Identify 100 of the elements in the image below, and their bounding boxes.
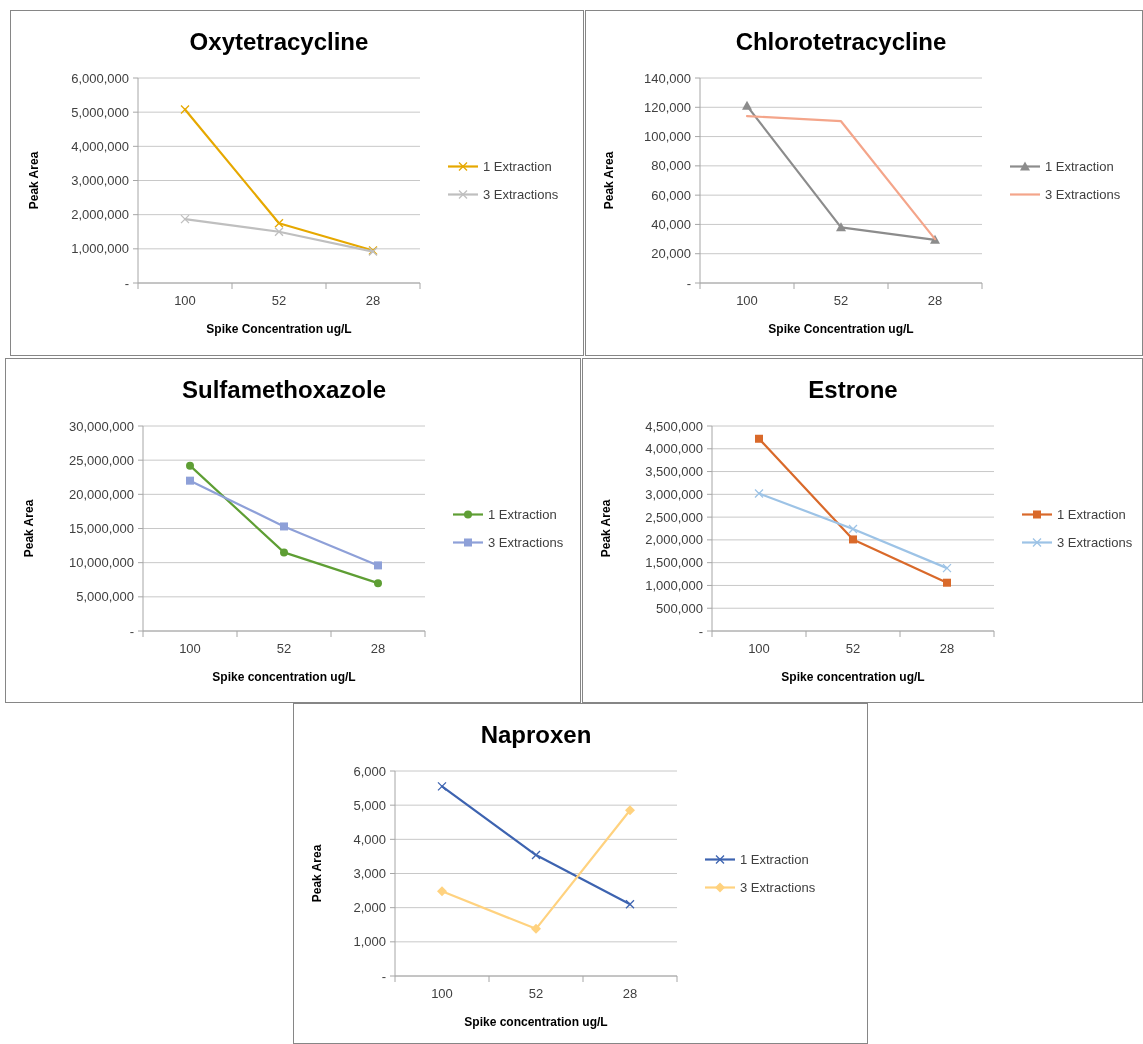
y-tick-label: 2,000 (353, 900, 386, 916)
point (186, 461, 194, 470)
y-tick-label: 25,000,000 (68, 452, 134, 468)
y-tick-label: 3,000 (353, 866, 386, 882)
point (437, 886, 447, 897)
y-tick-label: 6,000,000 (71, 70, 129, 86)
y-tick-label: - (129, 623, 134, 639)
y-tick-label: 4,500,000 (645, 418, 703, 434)
y-tick-label: 10,000,000 (68, 555, 134, 571)
x-tick-label: 28 (939, 641, 955, 656)
legend-label: 1 Extraction (483, 159, 552, 175)
point (742, 100, 752, 110)
point (849, 535, 857, 544)
point (374, 561, 382, 570)
y-tick-label: 1,500,000 (645, 555, 703, 571)
x-axis-title: Spike Concentration ug/L (206, 322, 352, 336)
y-axis-title: Peak Area (602, 151, 616, 210)
y-tick-label: 4,000,000 (645, 441, 703, 457)
y-tick-label: 3,500,000 (645, 464, 703, 480)
y-tick-label: - (698, 623, 703, 639)
legend-label: 3 Extractions (1045, 187, 1121, 203)
y-tick-label: 40,000 (651, 216, 691, 232)
point (186, 476, 194, 485)
y-tick-label: 120,000 (644, 99, 691, 115)
y-tick-label: 4,000,000 (71, 138, 129, 154)
y-tick-label: 3,000,000 (71, 173, 129, 189)
point (180, 104, 190, 115)
y-tick-label: - (124, 275, 129, 291)
x-tick-label: 28 (365, 293, 381, 308)
y-tick-label: 20,000 (651, 246, 691, 262)
legend-label: 3 Extractions (488, 535, 564, 551)
y-tick-label: 2,500,000 (645, 509, 703, 525)
legend-label: 1 Extraction (740, 852, 809, 868)
y-tick-label: 80,000 (651, 158, 691, 174)
point (848, 524, 858, 534)
x-axis-title: Spike Concentration ug/L (768, 322, 914, 336)
point (437, 781, 447, 792)
legend-label: 1 Extraction (1057, 507, 1126, 523)
x-tick-label: 100 (174, 293, 196, 308)
legend-label: 3 Extractions (483, 187, 559, 203)
legend-label: 1 Extraction (488, 507, 557, 523)
point (755, 434, 763, 443)
y-axis-title: Peak Area (27, 151, 41, 210)
y-axis-title: Peak Area (310, 844, 324, 903)
point (531, 923, 541, 934)
x-tick-label: 52 (276, 641, 292, 656)
legend-label: 3 Extractions (1057, 535, 1133, 551)
y-tick-label: 5,000 (353, 797, 386, 813)
point (280, 522, 288, 531)
y-tick-label: 1,000,000 (71, 241, 129, 257)
chart-title: Oxytetracycline (189, 28, 369, 55)
y-tick-label: 4,000 (353, 831, 386, 847)
point (280, 548, 288, 557)
point (274, 227, 284, 237)
y-tick-label: 2,000,000 (645, 532, 703, 548)
y-tick-label: - (686, 275, 691, 291)
chart-title: Estrone (808, 376, 898, 403)
y-tick-label: 500,000 (656, 600, 703, 616)
x-tick-label: 100 (431, 986, 453, 1001)
x-tick-label: 52 (833, 293, 849, 308)
point (374, 579, 382, 588)
y-tick-label: 20,000,000 (68, 486, 134, 502)
chart-title: Chlorotetracycline (735, 28, 947, 55)
x-tick-label: 52 (528, 986, 544, 1001)
point (180, 214, 190, 224)
chart-title: Naproxen (480, 721, 592, 748)
y-tick-label: 1,000,000 (645, 577, 703, 593)
y-axis-title: Peak Area (599, 499, 613, 558)
x-tick-label: 28 (622, 986, 638, 1001)
y-tick-label: 30,000,000 (68, 418, 134, 434)
legend-label: 1 Extraction (1045, 159, 1114, 175)
y-axis-title: Peak Area (22, 499, 36, 558)
y-tick-label: 140,000 (644, 70, 691, 86)
y-tick-label: 2,000,000 (71, 207, 129, 223)
y-tick-label: 60,000 (651, 187, 691, 203)
x-axis-title: Spike concentration ug/L (464, 1015, 608, 1029)
y-tick-label: 1,000 (353, 934, 386, 950)
y-tick-label: 100,000 (644, 129, 691, 145)
x-axis-title: Spike concentration ug/L (781, 670, 925, 684)
y-tick-label: 6,000 (353, 763, 386, 779)
point (274, 218, 284, 228)
y-tick-label: 15,000,000 (68, 521, 134, 537)
x-tick-label: 52 (845, 641, 861, 656)
x-tick-label: 100 (748, 641, 770, 656)
point (625, 805, 635, 816)
x-axis-title: Spike concentration ug/L (212, 670, 356, 684)
chart-title: Sulfamethoxazole (181, 376, 387, 403)
x-tick-label: 28 (927, 293, 943, 308)
point (754, 488, 764, 499)
point (531, 850, 541, 860)
x-tick-label: 100 (736, 293, 758, 308)
y-tick-label: 3,000,000 (645, 486, 703, 502)
point (836, 222, 846, 232)
x-tick-label: 100 (179, 641, 201, 656)
y-tick-label: - (381, 968, 386, 984)
point (625, 899, 635, 909)
point (942, 563, 952, 573)
x-tick-label: 52 (271, 293, 287, 308)
x-tick-label: 28 (370, 641, 386, 656)
y-tick-label: 5,000,000 (71, 104, 129, 120)
